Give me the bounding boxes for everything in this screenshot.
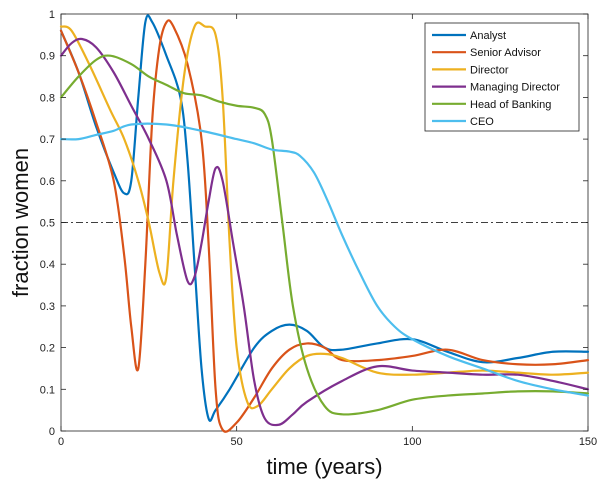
y-tick-label: 0.1 <box>40 384 55 396</box>
legend-box <box>424 22 580 132</box>
x-axis-title: time (years) <box>266 454 382 479</box>
x-tick-label: 50 <box>231 436 243 448</box>
y-tick-label: 0.9 <box>40 51 55 63</box>
y-tick-label: 0.8 <box>40 92 55 104</box>
y-tick-label: 0.6 <box>40 176 55 188</box>
legend-label: Head of Banking <box>470 99 551 111</box>
series-line-ceo <box>59 122 590 397</box>
y-tick-label: 0.2 <box>40 343 55 355</box>
series-line-head-of-banking <box>59 54 590 416</box>
y-tick-label: 0.5 <box>40 218 55 230</box>
y-tick-label: 0.3 <box>40 301 55 313</box>
ticks-layer: 0 50 100 150 0 0.1 0.2 0.3 0.4 0.5 0.6 0.7 0.8 0.9 1 <box>40 9 597 448</box>
y-tick-label: 0.4 <box>40 259 55 271</box>
legend-label: Director <box>470 64 509 76</box>
series-layer <box>59 14 590 433</box>
y-tick-label: 0.7 <box>40 134 55 146</box>
legend-label: CEO <box>470 116 494 128</box>
y-tick-label: 0 <box>49 426 55 438</box>
x-tick-label: 0 <box>58 436 64 448</box>
x-tick-label: 150 <box>579 436 597 448</box>
legend-label: Managing Director <box>470 82 560 94</box>
series-line-managing-director <box>59 37 590 427</box>
legend-label: Analyst <box>470 30 506 42</box>
y-axis-title: fraction women <box>8 148 33 297</box>
legend: Analyst Senior Advisor Director Managing Di… <box>424 22 580 132</box>
series-line-senior-advisor <box>59 19 590 433</box>
legend-label: Senior Advisor <box>470 47 541 59</box>
y-tick-label: 1 <box>49 9 55 21</box>
x-tick-label: 100 <box>403 436 421 448</box>
